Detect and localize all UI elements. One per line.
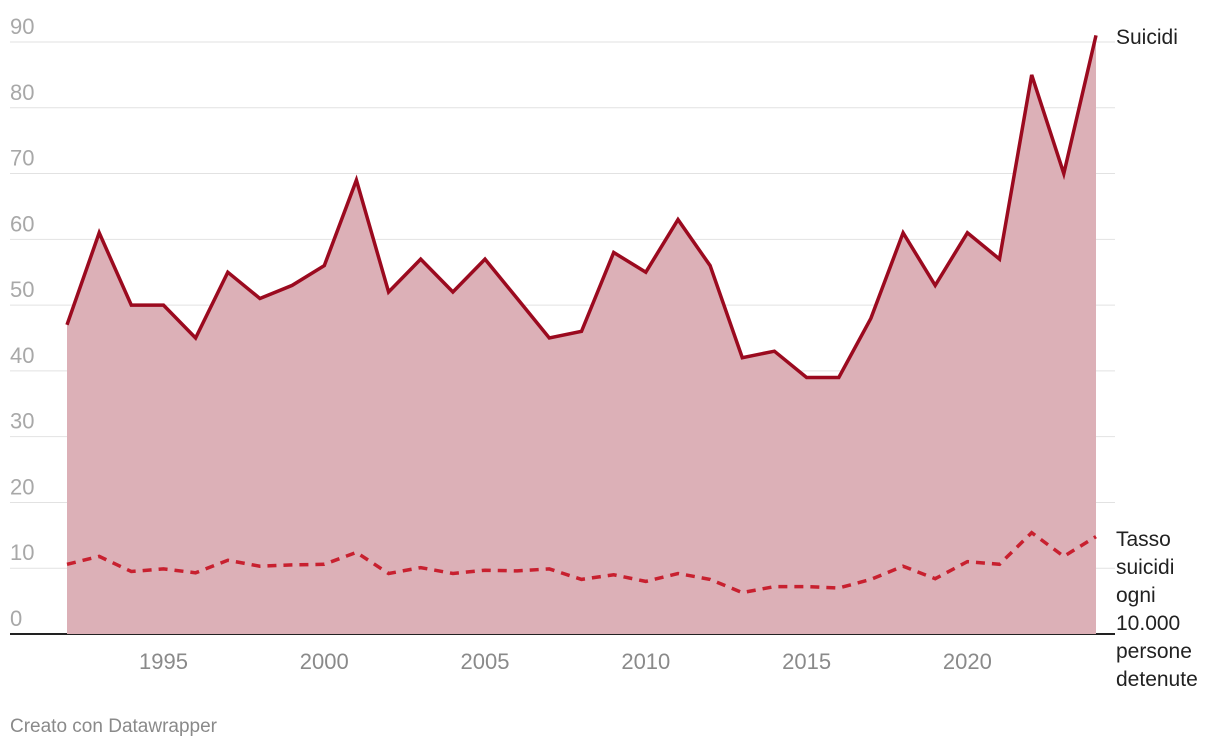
x-axis: 1995 2000 2005 2010 2015 2020 — [139, 649, 992, 674]
series-label-suicidi: Suicidi — [1116, 26, 1178, 49]
series-label-rate-line-2: suicidi — [1116, 556, 1174, 579]
y-tick-label: 70 — [10, 146, 34, 171]
y-tick-label: 30 — [10, 409, 34, 434]
series-label-rate-line-1: Tasso — [1116, 528, 1171, 551]
x-tick-label: 2015 — [782, 649, 831, 674]
y-tick-label: 10 — [10, 540, 34, 565]
x-tick-label: 2010 — [621, 649, 670, 674]
lines-layer — [65, 35, 1098, 595]
line-tasso-suicidi — [66, 530, 1097, 595]
x-tick-label: 2005 — [461, 649, 510, 674]
y-tick-label: 80 — [10, 80, 34, 105]
series-label-rate-line-3: ogni — [1116, 584, 1156, 607]
area-suicidi — [67, 35, 1096, 634]
y-tick-label: 50 — [10, 277, 34, 302]
y-tick-label: 60 — [10, 211, 34, 236]
x-tick-label: 2000 — [300, 649, 349, 674]
credit-text: Creato con Datawrapper — [10, 716, 217, 737]
y-tick-label: 40 — [10, 343, 34, 368]
area-layer — [67, 35, 1096, 634]
y-tick-label: 90 — [10, 14, 34, 39]
series-labels: Suicidi Tasso suicidi ogni 10.000 person… — [1116, 26, 1198, 691]
line-suicidi — [65, 35, 1098, 380]
x-tick-label: 1995 — [139, 649, 188, 674]
y-tick-label: 20 — [10, 474, 34, 499]
y-axis: 0 10 20 30 40 50 60 70 80 90 — [10, 14, 34, 631]
y-tick-label: 0 — [10, 606, 22, 631]
x-tick-label: 2020 — [943, 649, 992, 674]
series-label-rate-line-4: 10.000 — [1116, 612, 1180, 635]
series-label-rate-line-5: persone — [1116, 640, 1192, 663]
series-label-rate-line-6: detenute — [1116, 668, 1198, 691]
